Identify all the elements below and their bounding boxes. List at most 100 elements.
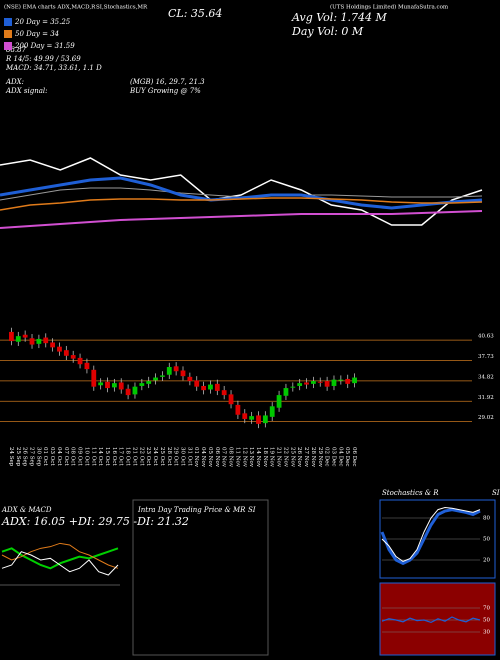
y-tick-label: 80 [483, 516, 490, 522]
candle-body [324, 381, 330, 387]
candle-body [118, 382, 124, 390]
adx-values: (MGB) 16, 29.7, 21.3 [130, 78, 205, 86]
x-tick-label: 13 Nov [248, 447, 254, 468]
x-tick-label: 03 Dec [330, 447, 336, 467]
y-tick-label: 20 [483, 558, 490, 564]
candle-body [57, 346, 62, 352]
x-tick-label: 22 Oct [138, 447, 144, 466]
macd-text: MACD: 34.71, 33.61, 1.1 D [5, 64, 102, 72]
x-tick-label: 08 Oct [70, 447, 76, 466]
x-tick-label: 24 Oct [152, 447, 158, 466]
candle-body [256, 415, 261, 424]
candle-body [29, 338, 35, 345]
y-tick-label: 50 [483, 618, 490, 624]
day-volume: Day Vol: 0 M [291, 25, 364, 38]
candle-body [242, 413, 248, 419]
x-tick-label: 21 Oct [131, 447, 137, 466]
rsi-text: R 14/5: 49.99 / 53.69 [5, 55, 81, 63]
adx-label: ADX: [5, 78, 24, 86]
series-line [380, 508, 481, 566]
legend-swatch [4, 42, 12, 50]
candle-body [50, 342, 56, 348]
legend-swatch [4, 18, 12, 26]
x-tick-label: 18 Oct [125, 447, 131, 466]
candle-body [276, 395, 282, 408]
x-tick-label: 12 Nov [241, 447, 247, 468]
candle-body [283, 388, 289, 396]
candle-body [146, 381, 152, 384]
candle-body [84, 362, 90, 370]
candle-body [297, 383, 303, 386]
candle-body [214, 383, 220, 391]
x-tick-label: 30 Oct [180, 447, 186, 466]
candle-body [166, 367, 172, 375]
series-line [1, 547, 119, 570]
panel-title: Intra Day Trading Price & MR [137, 506, 246, 514]
x-tick-label: 11 Nov [234, 447, 240, 468]
candle-body [345, 378, 351, 384]
level-label: 40.63 [478, 334, 494, 340]
candle-body [187, 376, 193, 382]
x-tick-label: 28 Nov [310, 447, 316, 468]
legend-swatch [4, 30, 12, 38]
x-tick-label: 01 Oct [42, 447, 48, 466]
series-line [0, 157, 483, 226]
x-tick-label: 05 Nov [207, 447, 213, 468]
candle-body [228, 394, 234, 405]
candle-body [160, 375, 165, 377]
panel-subtitle: SI [248, 506, 256, 514]
x-tick-label: 08 Nov [228, 447, 234, 468]
close-price: CL: 35.64 [168, 7, 222, 20]
legend-label: 50 Day = 34 [15, 30, 59, 38]
x-tick-label: 26 Sep [22, 447, 28, 467]
candle-body [201, 385, 206, 391]
candle-body [194, 380, 200, 387]
candle-body [310, 381, 316, 384]
x-tick-label: 15 Oct [104, 447, 110, 466]
x-tick-label: 25 Sep [15, 447, 21, 467]
level-label: 31.92 [478, 395, 494, 401]
candle-body [132, 386, 138, 395]
candle-body [70, 355, 76, 359]
candle-body [98, 382, 104, 386]
x-tick-label: 05 Dec [344, 447, 350, 467]
x-tick-label: 04 Nov [200, 447, 206, 468]
candle-body [153, 377, 158, 381]
candle-body [43, 337, 49, 344]
x-tick-label: 29 Nov [317, 447, 323, 468]
x-tick-label: 28 Oct [166, 447, 172, 466]
avg-volume: Avg Vol: 1.744 M [291, 11, 388, 24]
candle-body [77, 357, 83, 365]
x-tick-label: 24 Sep [8, 447, 14, 467]
x-tick-label: 25 Nov [289, 447, 295, 468]
panel-title: Stochastics & R [382, 489, 439, 497]
level-label: 37.73 [478, 354, 494, 360]
level-label: 29.02 [478, 415, 494, 421]
candle-body [221, 390, 227, 396]
x-tick-label: 03 Oct [49, 447, 55, 466]
candle-body [15, 336, 21, 342]
x-tick-label: 29 Oct [173, 447, 179, 466]
signal-label: ADX signal: [5, 87, 47, 95]
level-label: 34.82 [478, 374, 494, 380]
x-tick-label: 31 Oct [186, 447, 192, 466]
candle-body [352, 377, 357, 384]
site-left: (NSE) EMA charts ADX,MACD,R [4, 4, 96, 11]
series-line [0, 210, 483, 229]
x-tick-label: 23 Oct [145, 447, 151, 466]
y-tick-label: 70 [483, 606, 490, 612]
x-tick-label: 27 Nov [303, 447, 309, 468]
series-line [1, 551, 119, 576]
candle-body [317, 381, 323, 383]
panel-title: ADX & MACD [1, 506, 52, 514]
x-tick-label: 22 Nov [282, 447, 288, 468]
x-tick-label: 07 Nov [221, 447, 227, 468]
x-tick-label: 06 Dec [351, 447, 357, 467]
candle-body [22, 334, 28, 338]
panel-subtitle: ADX: 16.05 +DI: 29.75 -DI: 21.32 [1, 515, 189, 528]
legend-label: 200 Day = 31.59 [14, 42, 75, 50]
series-line [1, 542, 119, 569]
series-line [381, 506, 481, 562]
